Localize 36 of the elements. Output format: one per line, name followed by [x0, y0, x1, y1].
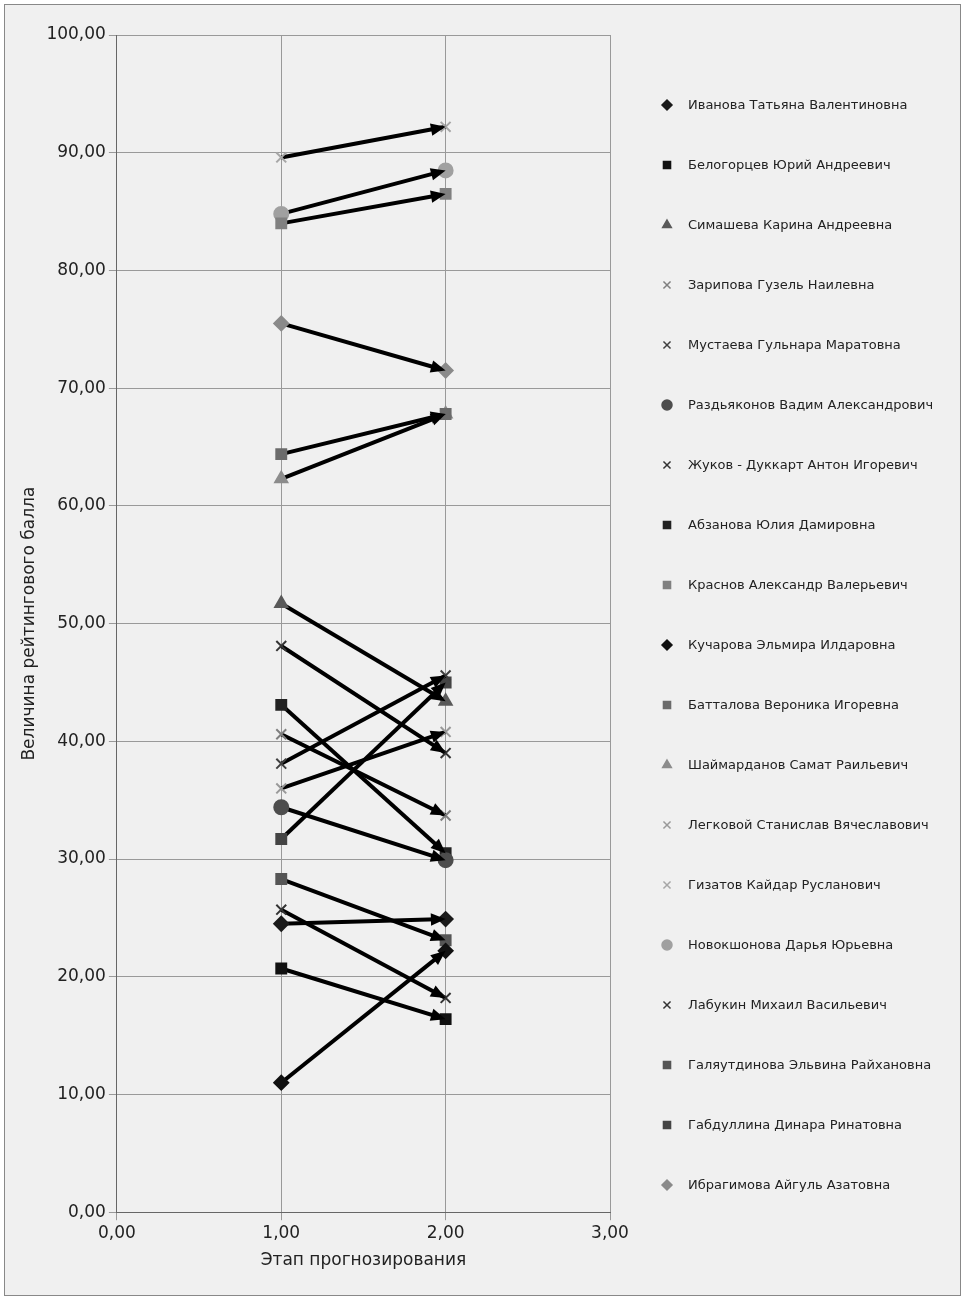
y-tick-label: 20,00	[57, 965, 106, 986]
x-tick-label: 2,00	[426, 1221, 465, 1242]
y-tick-label: 90,00	[57, 141, 106, 162]
y-tick-label: 70,00	[57, 376, 106, 397]
legend-label: Абзанова Юлия Дамировна	[688, 516, 876, 534]
legend-label: Белогорцев Юрий Андреевич	[688, 156, 891, 174]
legend-label: Кучарова Эльмира Илдаровна	[688, 636, 896, 654]
legend-label: Лабукин Михаил Васильевич	[688, 996, 887, 1014]
x-tick-label: 3,00	[591, 1221, 629, 1242]
legend-label: Новокшонова Дарья Юрьевна	[688, 936, 894, 954]
x-tick-label: 0,00	[97, 1221, 136, 1242]
y-axis-title: Величина рейтингового балла	[17, 486, 38, 761]
y-tick-label: 30,00	[57, 847, 106, 868]
y-tick-label: 80,00	[57, 258, 106, 279]
y-tick-label: 40,00	[57, 729, 106, 750]
y-tick-label: 100,00	[46, 23, 106, 44]
legend-label: Легковой Станислав Вячеславович	[688, 816, 929, 834]
legend-label: Шаймарданов Самат Раильевич	[688, 756, 909, 774]
legend-label: Мустаева Гульнара Маратовна	[688, 336, 901, 354]
legend-label: Галяутдинова Эльвина Райхановна	[688, 1056, 932, 1074]
legend-label: Батталова Вероника Игоревна	[688, 696, 899, 714]
legend-label: Симашева Карина Андреевна	[688, 216, 893, 234]
y-tick-label: 50,00	[57, 612, 106, 633]
legend-label: Зарипова Гузель Наилевна	[688, 276, 875, 294]
legend-label: Гизатов Кайдар Русланович	[688, 876, 881, 894]
x-axis-title: Этап прогнозирования	[260, 1249, 467, 1270]
legend-label: Раздьяконов Вадим Александрович	[688, 396, 934, 414]
legend-label: Краснов Александр Валерьевич	[688, 576, 908, 594]
x-tick-label: 1,00	[262, 1221, 301, 1242]
y-tick-label: 10,00	[57, 1082, 106, 1103]
legend-label: Габдуллина Динара Ринатовна	[688, 1116, 903, 1134]
y-tick-label: 0,00	[68, 1200, 106, 1221]
legend-label: Ибрагимова Айгуль Азатовна	[688, 1176, 891, 1194]
y-tick-label: 60,00	[57, 494, 106, 515]
legend-label: Иванова Татьяна Валентиновна	[688, 96, 908, 114]
legend-label: Жуков - Дуккарт Антон Игоревич	[688, 456, 918, 474]
